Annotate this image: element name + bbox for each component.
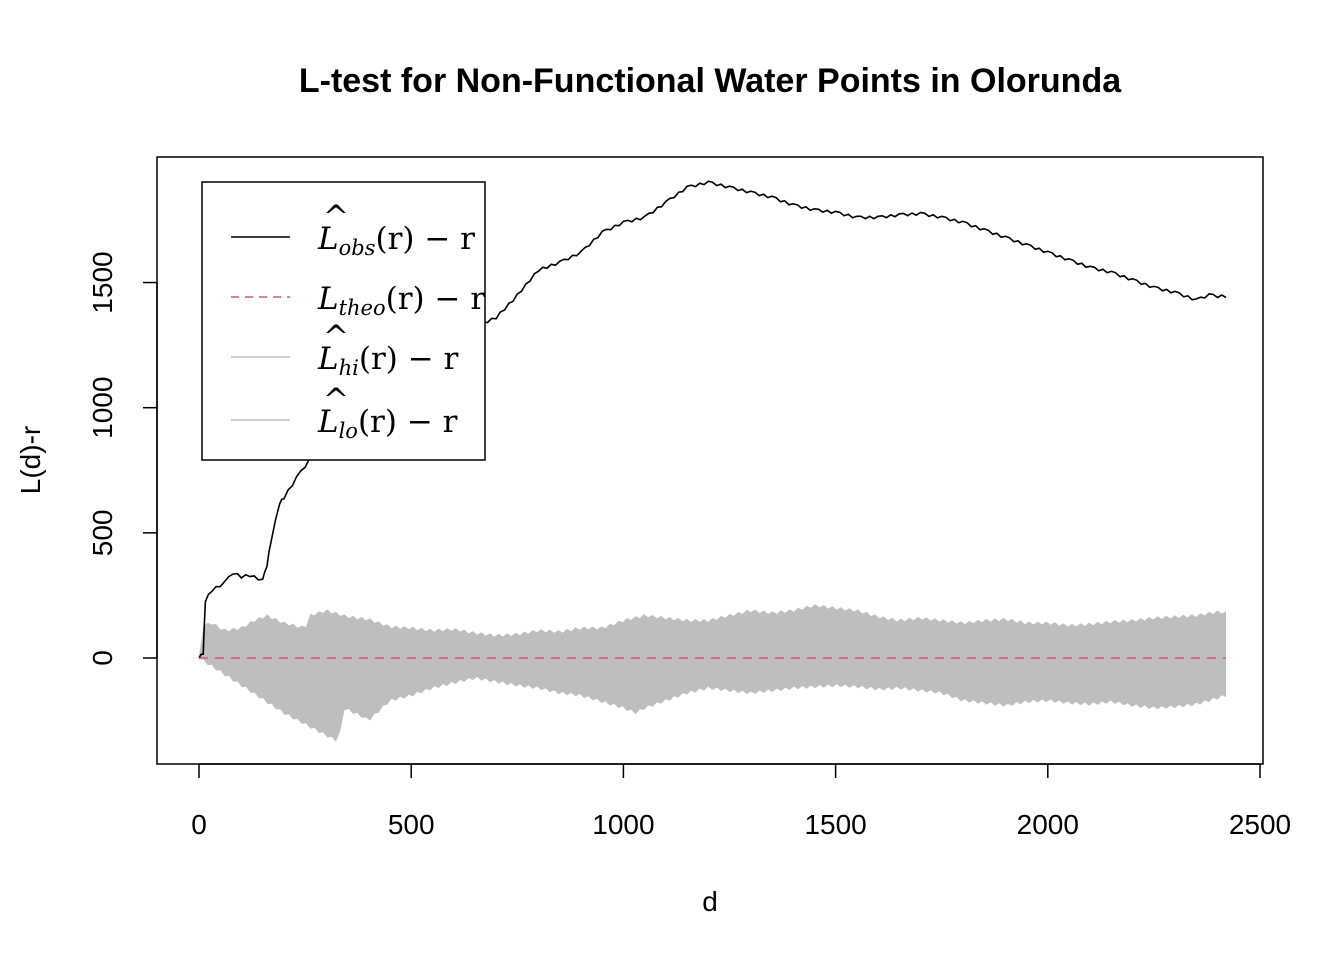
y-tick-label: 1000 <box>87 377 118 439</box>
legend-item-theo: Ltheo(r) − r <box>231 281 485 320</box>
x-tick-label: 500 <box>388 809 435 840</box>
envelope-layer <box>199 604 1226 742</box>
x-tick-label: 1000 <box>592 809 654 840</box>
chart-title: L-test for Non-Functional Water Points i… <box>299 62 1122 100</box>
x-tick-label: 2500 <box>1229 809 1291 840</box>
legend-item-obs: Lobs(r) − r^ <box>231 199 475 260</box>
legend-hat: ^ <box>323 382 349 418</box>
legend-label: Llo(r) − r <box>317 404 458 443</box>
x-tick-label: 1500 <box>804 809 866 840</box>
x-axis: 0 500 1000 1500 2000 2500 <box>191 763 1291 840</box>
legend-hat: ^ <box>323 199 349 235</box>
y-axis: 0 500 1000 1500 <box>87 251 158 666</box>
legend-label: Lhi(r) − r <box>317 341 459 380</box>
legend-box <box>201 181 486 461</box>
legend-label: Ltheo(r) − r <box>317 281 485 320</box>
legend-item-hi: Lhi(r) − r^ <box>231 319 459 380</box>
legend-item-lo: Llo(r) − r^ <box>231 382 458 443</box>
envelope-band <box>199 604 1226 742</box>
x-axis-label: d <box>702 886 718 917</box>
legend-hat: ^ <box>323 319 349 355</box>
x-tick-label: 0 <box>191 809 207 840</box>
y-tick-label: 0 <box>87 650 118 666</box>
x-tick-label: 2000 <box>1017 809 1079 840</box>
y-tick-label: 1500 <box>87 251 118 313</box>
y-tick-label: 500 <box>87 509 118 556</box>
legend-label: Lobs(r) − r <box>317 221 475 260</box>
y-axis-label: L(d)-r <box>15 426 46 494</box>
